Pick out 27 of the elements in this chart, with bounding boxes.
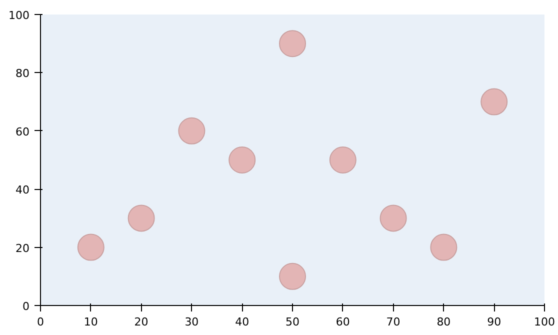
- y-tick-label: 100: [8, 9, 30, 22]
- point: [279, 30, 306, 58]
- x-tick-label: 40: [235, 316, 250, 328]
- point: [178, 117, 206, 144]
- x-tick-label: 0: [37, 316, 44, 328]
- point: [480, 88, 508, 116]
- y-tick-label: 60: [16, 125, 30, 138]
- x-tick-label: 50: [286, 316, 300, 328]
- point: [77, 234, 104, 261]
- y-tick-label: 80: [16, 67, 30, 80]
- x-tick-label: 30: [184, 316, 199, 328]
- y-tick-label: 0: [22, 300, 30, 313]
- x-tick-label: 90: [487, 316, 502, 328]
- point: [380, 204, 407, 232]
- x-tick-label: 80: [436, 316, 451, 328]
- x-tick-label: 70: [386, 316, 400, 328]
- y-tick-label: 40: [16, 184, 30, 197]
- point: [279, 262, 306, 290]
- point: [128, 204, 155, 232]
- point: [329, 146, 356, 174]
- x-tick-label: 100: [534, 316, 555, 328]
- point: [430, 234, 458, 261]
- x-tick-label: 20: [134, 316, 148, 328]
- point: [228, 146, 256, 174]
- x-tick-label: 10: [84, 316, 98, 328]
- y-tick-label: 20: [16, 242, 30, 255]
- x-tick-label: 60: [336, 316, 350, 328]
